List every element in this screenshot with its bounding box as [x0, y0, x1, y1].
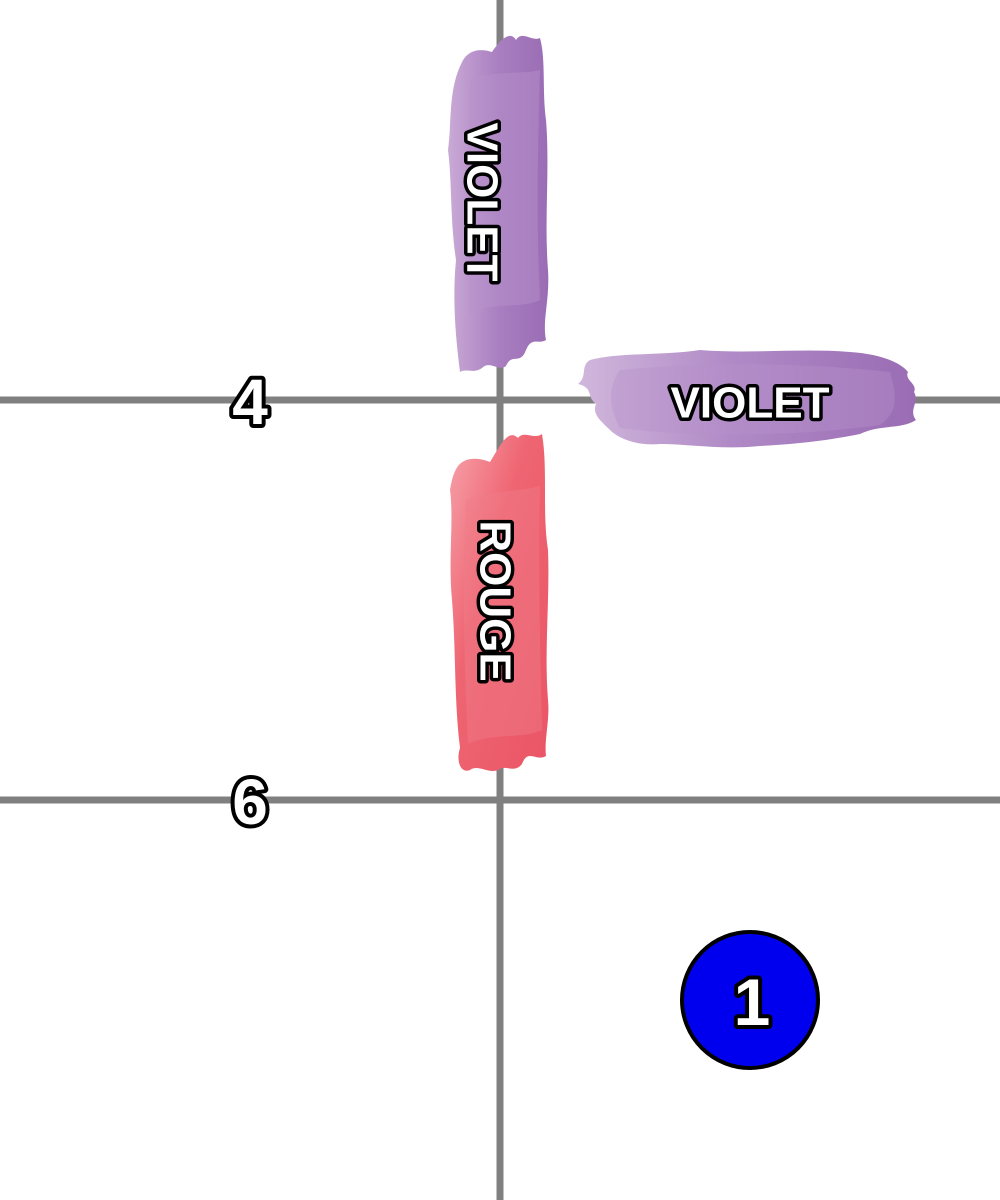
- token-label: 1: [734, 965, 771, 1039]
- token-circle: [680, 930, 820, 1070]
- piece-violet-vertical-label: VIOLET: [458, 123, 507, 282]
- piece-rouge-vertical-label: ROUGE: [471, 520, 520, 681]
- piece-violet-vertical[interactable]: VIOLET: [448, 35, 549, 373]
- piece-violet-horizontal[interactable]: VIOLET: [578, 350, 916, 448]
- piece-rouge-vertical-brush: [450, 434, 549, 771]
- piece-violet-horizontal-brush: [578, 350, 916, 448]
- row-label-4: 4: [232, 366, 268, 438]
- piece-violet-horizontal-label: VIOLET: [671, 379, 830, 428]
- token-1[interactable]: 1: [680, 930, 820, 1070]
- piece-violet-vertical-brush: [448, 35, 549, 373]
- row-label-6: 6: [232, 766, 268, 838]
- piece-rouge-vertical[interactable]: ROUGE: [450, 434, 549, 771]
